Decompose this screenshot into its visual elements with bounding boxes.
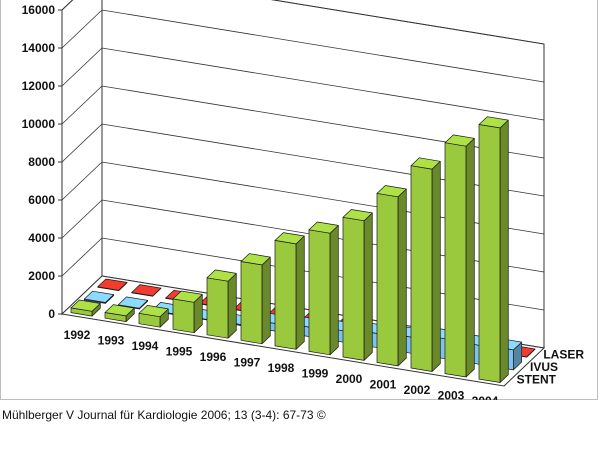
x-category-label: 1999 <box>302 367 329 381</box>
y-tick-label: 8000 <box>28 155 55 169</box>
bar-stent-1999 <box>308 221 339 356</box>
x-category-label: 1995 <box>166 344 193 358</box>
x-category-label: 1994 <box>132 339 159 353</box>
gridline <box>61 0 545 45</box>
bar-stent-2004 <box>478 116 509 383</box>
bar-stent-2001 <box>376 185 407 367</box>
gridline <box>61 85 545 159</box>
x-category-label: 1997 <box>234 355 261 369</box>
y-tick-label: 16000 <box>22 3 56 17</box>
gridline <box>61 9 545 83</box>
chart-3d-bar: 0 2000 4000 6000 8000 10000 12000 14000 16000 199… <box>22 0 584 400</box>
bar-stent-1995 <box>172 290 203 334</box>
bar-stent-1997 <box>240 253 271 345</box>
x-category-label: 2000 <box>336 372 363 386</box>
bar-stent-1994 <box>138 305 169 328</box>
y-tick-label: 6000 <box>28 193 55 207</box>
bar-stent-1998 <box>274 232 305 350</box>
x-category-label: 1992 <box>64 328 91 342</box>
gridline <box>61 47 545 121</box>
y-tick-label: 4000 <box>28 231 55 245</box>
gridline <box>61 123 545 197</box>
bar-stent-1993 <box>104 304 135 322</box>
y-tick-label: 10000 <box>22 117 56 131</box>
bar-stent-2003 <box>444 134 475 378</box>
x-category-label: 1998 <box>268 361 295 375</box>
bar-laser-1993 <box>131 284 162 297</box>
side-wall <box>61 0 103 316</box>
y-tick-label: 14000 <box>22 41 56 55</box>
bar-laser-1992 <box>97 278 128 292</box>
x-category-label: 2003 <box>438 389 465 400</box>
x-category-label: 2004 <box>472 394 499 400</box>
bar-ivus-1992 <box>83 290 115 304</box>
y-tick-label: 0 <box>48 307 55 321</box>
y-tick-label: 2000 <box>28 269 55 283</box>
x-category-label: 1993 <box>98 333 125 347</box>
series-label-laser: LASER <box>543 347 584 361</box>
series-label-stent: STENT <box>517 373 557 387</box>
bar-stent-1992 <box>70 299 101 317</box>
x-category-label: 2001 <box>370 378 397 392</box>
x-category-label: 2002 <box>404 383 431 397</box>
bar-stent-2000 <box>342 209 373 361</box>
bar-stent-2002 <box>410 157 441 372</box>
y-tick-label: 12000 <box>22 79 56 93</box>
bar-stent-1996 <box>206 269 237 339</box>
x-category-label: 1996 <box>200 350 227 364</box>
chart-frame <box>0 0 598 400</box>
citation-text: Mühlberger V Journal für Kardiologie 200… <box>2 408 326 422</box>
series-label-ivus: IVUS <box>530 360 558 374</box>
